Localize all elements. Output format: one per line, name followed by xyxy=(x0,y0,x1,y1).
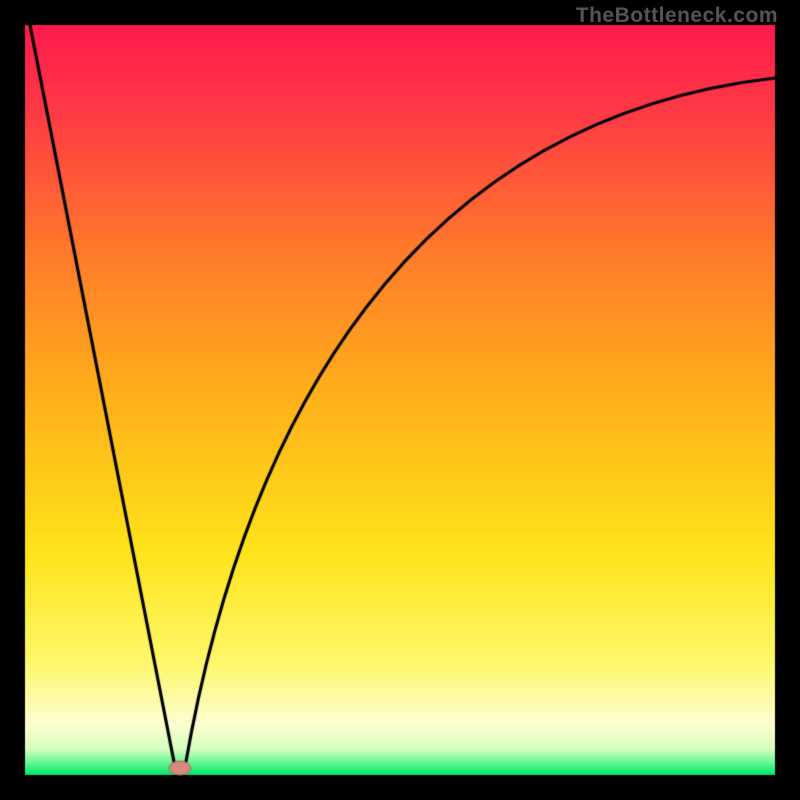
watermark-text: TheBottleneck.com xyxy=(576,4,778,28)
bottleneck-chart-canvas xyxy=(0,0,800,800)
chart-container: TheBottleneck.com xyxy=(0,0,800,800)
